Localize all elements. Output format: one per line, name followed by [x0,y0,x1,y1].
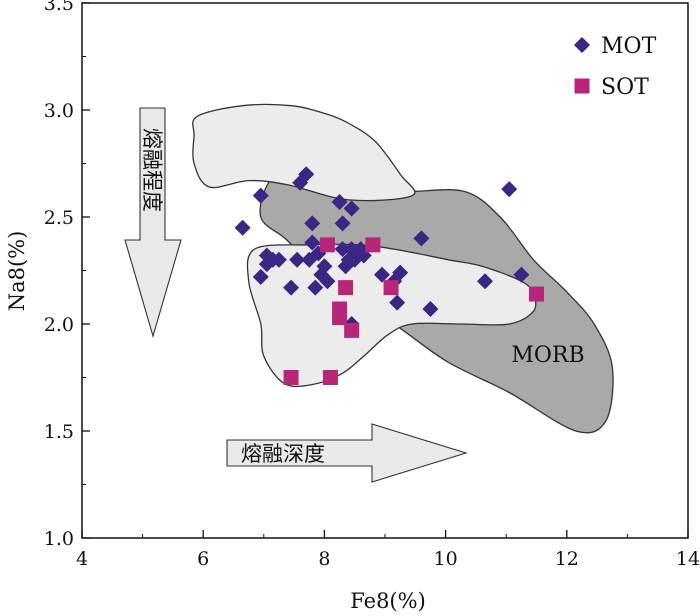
y-tick-label: 3.0 [44,100,74,122]
x-tick-label: 6 [197,548,209,570]
x-axis-label: Fe8(%) [350,589,426,613]
y-tick-label: 2.5 [44,207,74,229]
mot-point [289,251,306,268]
mot-point [304,215,321,232]
legend: MOT SOT [574,34,657,100]
x-tick-label: 10 [434,548,458,570]
sot-point [365,237,381,253]
mot-point [389,294,406,311]
melting-degree-arrow [124,107,182,338]
melting-depth-arrow [226,423,468,483]
mot-point [270,251,287,268]
melting-degree-label: 熔融程度 [140,128,164,212]
y-tick-label: 1.0 [44,528,74,550]
mot-point [319,273,336,290]
x-tick-label: 12 [555,548,579,570]
mot-point [476,273,493,290]
mot-point [307,279,324,296]
morb-region-label: MORB [511,343,584,368]
axes-layer: 4 6 8 10 12 14 1.0 1.5 2.0 2.5 3.0 3.5 [44,0,700,570]
sot-point [319,237,335,253]
sot-point [322,370,338,385]
mot-point [343,200,360,217]
y-tick-label: 1.5 [44,421,74,443]
mot-point [234,219,251,236]
y-tick-label: 3.5 [44,0,74,15]
mot-point [298,166,315,183]
x-tick-label: 4 [76,548,88,570]
sot-point [529,286,544,302]
y-axis-label: Na8(%) [5,231,29,312]
melting-depth-label: 熔融深度 [241,442,325,466]
sot-point [332,310,348,326]
mot-point [373,266,390,283]
sot-point [338,280,354,296]
mot-point [334,241,351,258]
mot-point [422,301,439,318]
mot-point [331,194,348,211]
sot-point [344,322,360,338]
legend-label-sot: SOT [601,75,649,100]
regions-layer: MORB [192,103,614,434]
legend-marker-mot [574,37,590,53]
sot-point [283,370,299,385]
mot-point [392,264,409,281]
mot-point [316,258,333,275]
x-tick-label: 14 [676,548,700,570]
series-mot [234,166,530,332]
x-tick-label: 8 [318,548,330,570]
mot-point [501,181,518,198]
points-layer [234,166,544,385]
mot-point [304,234,321,251]
mot-point [413,230,430,247]
mot-point [334,215,351,232]
y-tick-label: 2.0 [44,314,74,336]
legend-label-mot: MOT [601,34,657,59]
mot-point [252,268,269,285]
series-sot [283,237,544,385]
mot-point [252,187,269,204]
legend-marker-sot [574,78,590,94]
melting-degree-arrow-text-group: 熔融程度 [140,128,164,212]
mot-point [513,266,530,283]
sot-point [383,280,399,296]
region-mot [192,103,416,202]
mot-point [283,279,300,296]
